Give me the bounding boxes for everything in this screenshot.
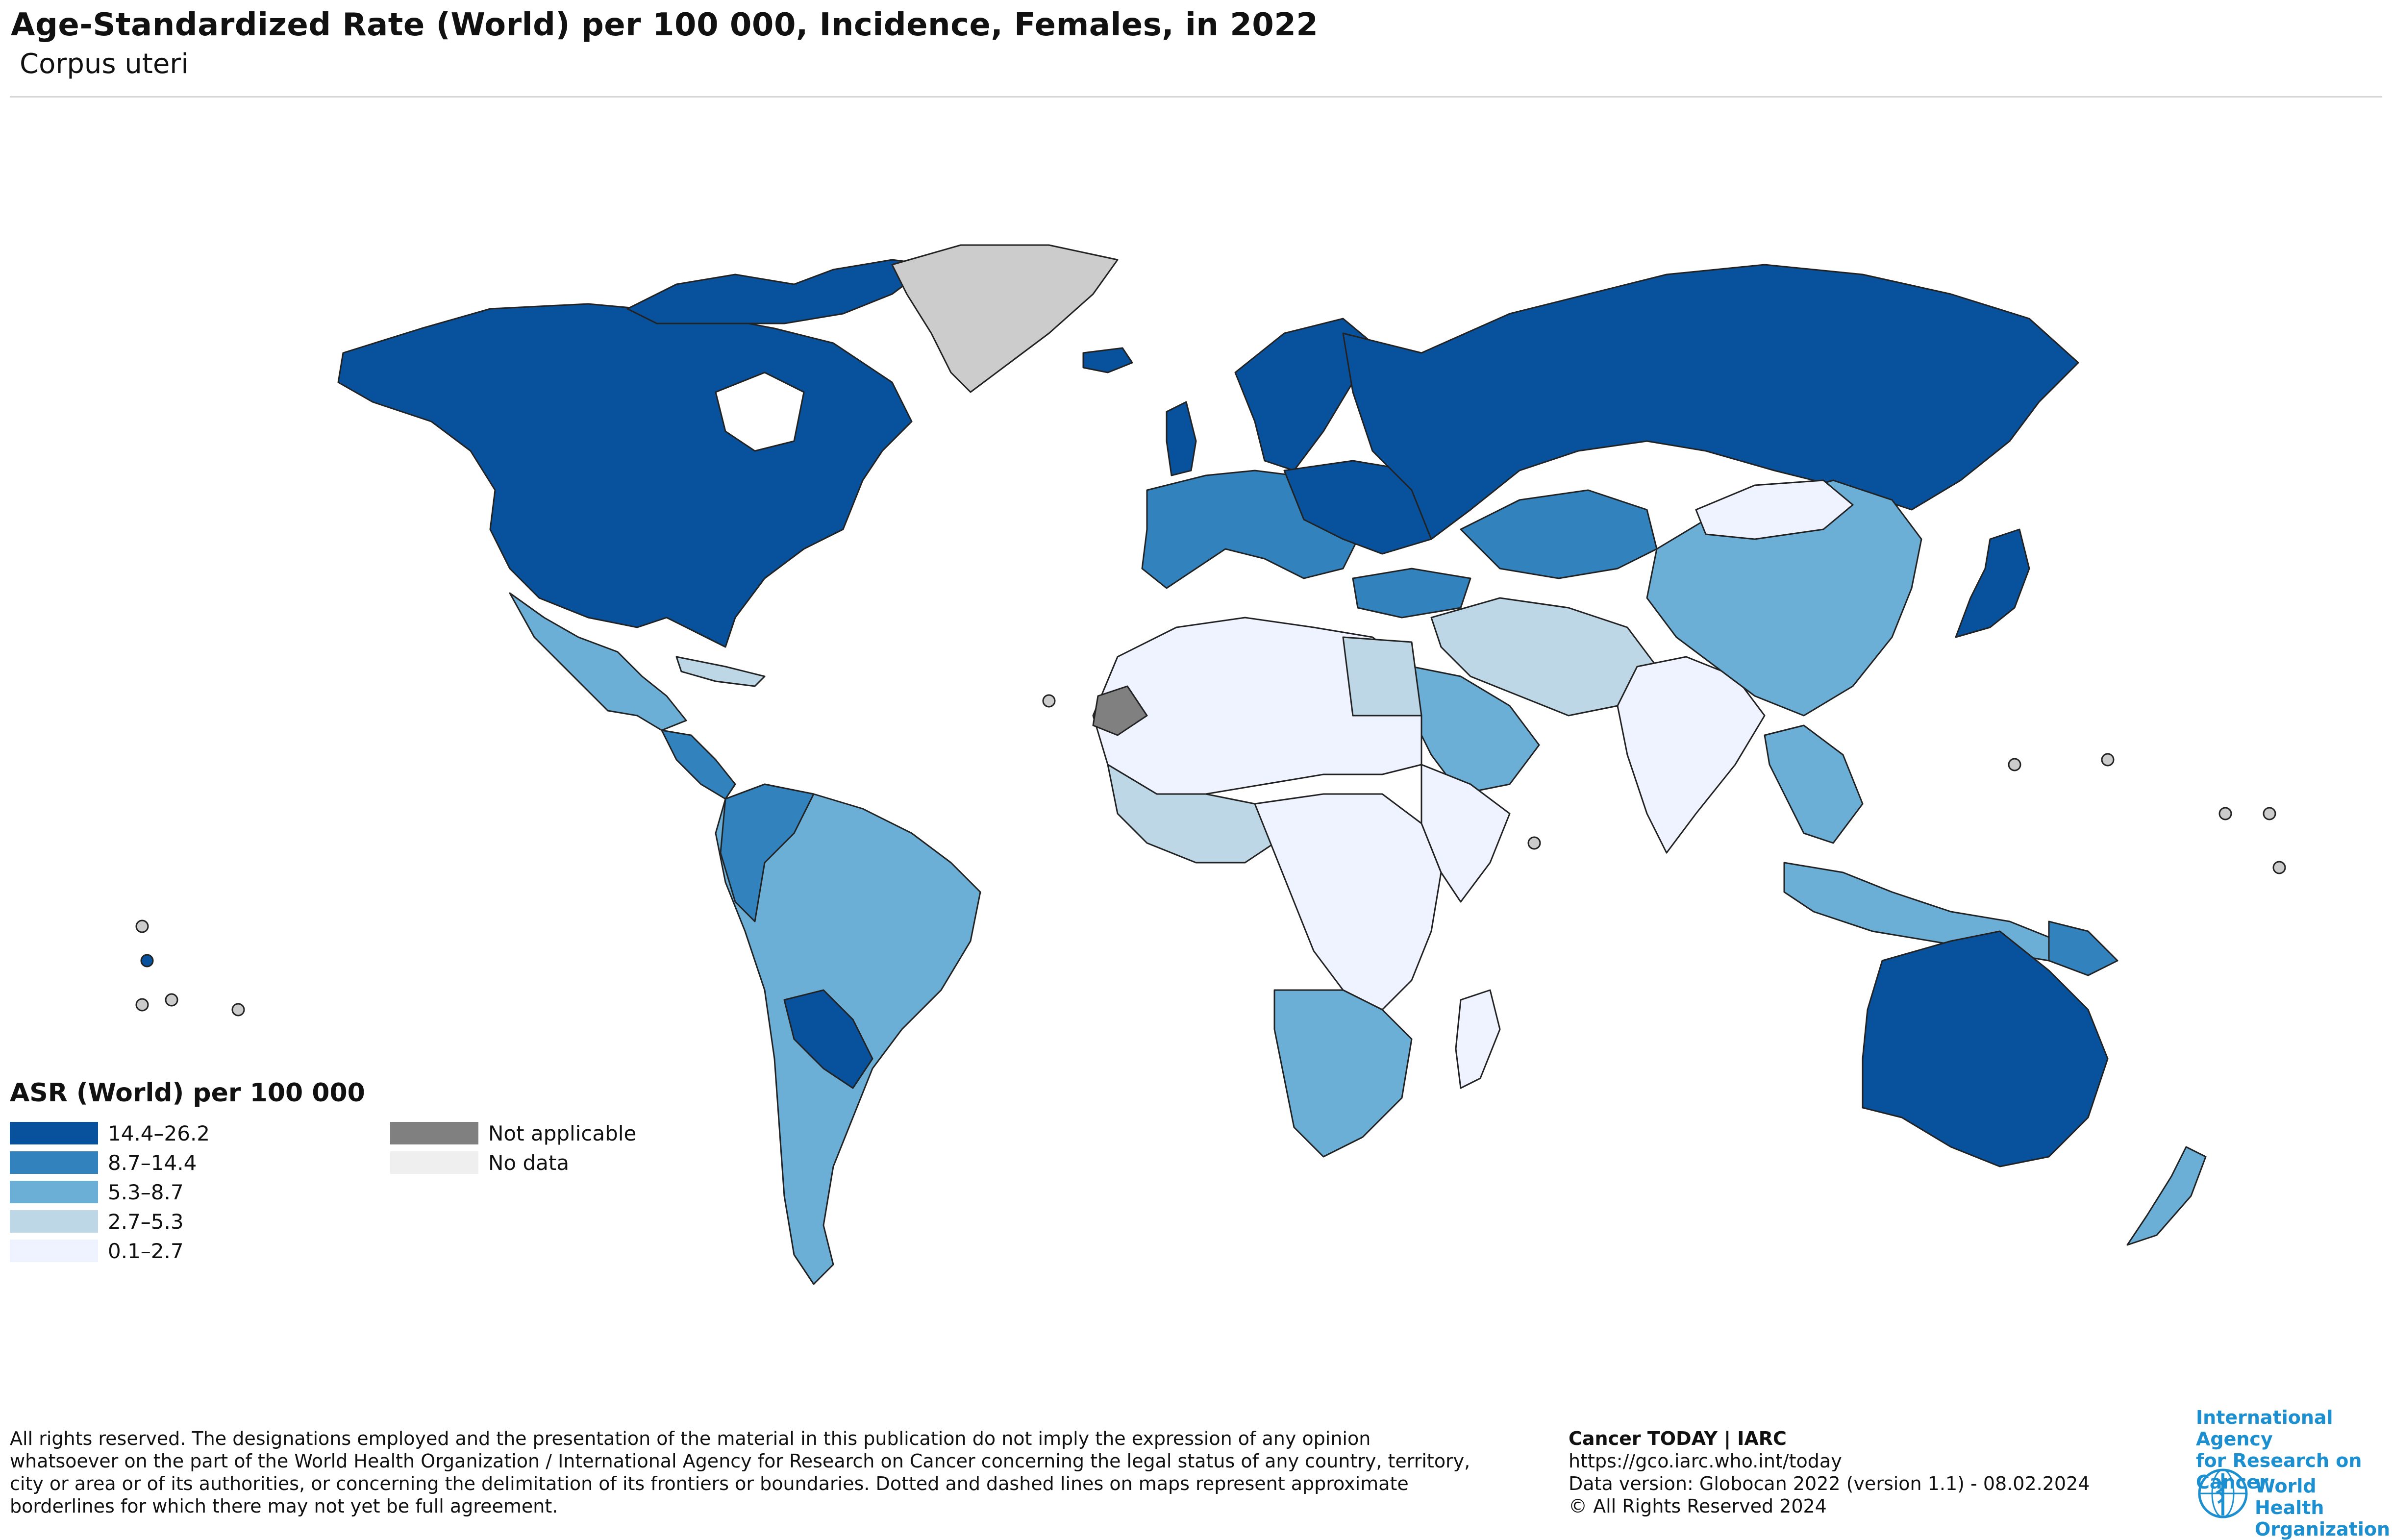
- legend-item: 0.1–2.7: [10, 1239, 373, 1263]
- region-central-africa[interactable]: [1254, 793, 1442, 1011]
- region-southeast-asia[interactable]: [1764, 724, 1864, 844]
- island-marker[interactable]: [2272, 861, 2286, 874]
- region-greenland[interactable]: [891, 244, 1119, 393]
- region-caribbean[interactable]: [675, 656, 766, 687]
- region-colombia-venezuela[interactable]: [720, 783, 815, 922]
- who-logo-line: Organization: [2255, 1518, 2391, 1540]
- legend-swatch: [10, 1240, 98, 1262]
- region-mexico[interactable]: [509, 592, 687, 731]
- region-turkey[interactable]: [1352, 568, 1471, 619]
- who-emblem-icon: [2198, 1468, 2248, 1518]
- legend-label: 5.3–8.7: [108, 1180, 184, 1204]
- legend-label: Not applicable: [488, 1121, 637, 1145]
- world-choropleth-map: [135, 244, 2286, 1285]
- region-west-africa[interactable]: [1107, 764, 1275, 864]
- iarc-logo-line: International Agency: [2196, 1407, 2333, 1450]
- region-russia[interactable]: [1342, 264, 2079, 540]
- legend-item: 2.7–5.3: [10, 1209, 373, 1234]
- region-north-america[interactable]: [337, 303, 913, 648]
- credits-block: Cancer TODAY | IARC https://gco.iarc.who…: [1569, 1427, 2090, 1517]
- legend-range-list: 14.4–26.2 8.7–14.4 5.3–8.7 2.7–5.3 0.1–2.7: [10, 1121, 373, 1263]
- island-marker[interactable]: [135, 919, 149, 933]
- legend-item: Not applicable: [390, 1121, 684, 1145]
- region-papua[interactable]: [2048, 920, 2118, 976]
- legend-label: 14.4–26.2: [108, 1121, 210, 1145]
- map-subtitle: Corpus uteri: [20, 48, 189, 80]
- region-western-sahara[interactable]: [1092, 685, 1148, 736]
- region-southern-africa[interactable]: [1273, 989, 1413, 1158]
- legend-other-list: Not applicable No data: [390, 1121, 684, 1263]
- legend-swatch: [10, 1210, 98, 1233]
- logo-block: International Agency for Research on Can…: [2196, 1407, 2392, 1540]
- copyright-text: © All Rights Reserved 2024: [1569, 1495, 1827, 1517]
- region-bolivia-paraguay[interactable]: [783, 989, 873, 1089]
- region-hudson-bay: [715, 372, 805, 452]
- source-url[interactable]: https://gco.iarc.who.int/today: [1569, 1450, 1842, 1472]
- legend-label: 2.7–5.3: [108, 1209, 184, 1234]
- legend-item: 14.4–26.2: [10, 1121, 373, 1145]
- legend-label: No data: [488, 1150, 570, 1175]
- island-marker[interactable]: [140, 954, 154, 968]
- legend-label: 0.1–2.7: [108, 1239, 184, 1263]
- island-marker[interactable]: [2263, 807, 2276, 820]
- legend-item: No data: [390, 1150, 684, 1175]
- disclaimer-text: All rights reserved. The designations em…: [10, 1428, 1470, 1517]
- region-madagascar[interactable]: [1455, 989, 1501, 1089]
- island-marker[interactable]: [2008, 758, 2021, 771]
- map-title: Age-Standardized Rate (World) per 100 00…: [11, 7, 1319, 43]
- region-uk[interactable]: [1166, 401, 1197, 476]
- region-iceland[interactable]: [1082, 347, 1133, 373]
- region-europe-nordic[interactable]: [1234, 318, 1373, 472]
- region-mongolia[interactable]: [1695, 479, 1854, 540]
- legend-title: ASR (World) per 100 000: [10, 1078, 365, 1108]
- region-new-zealand[interactable]: [2126, 1146, 2207, 1246]
- legend-swatch: [10, 1151, 98, 1174]
- who-logo-line: World Health: [2255, 1475, 2324, 1518]
- legend-swatch: [390, 1151, 478, 1174]
- island-marker[interactable]: [165, 993, 178, 1007]
- region-australia[interactable]: [1862, 930, 2109, 1167]
- island-marker[interactable]: [2101, 753, 2115, 767]
- legend-item: 5.3–8.7: [10, 1180, 373, 1204]
- region-east-africa[interactable]: [1420, 764, 1511, 903]
- who-logo-text: World Health Organization: [2255, 1475, 2392, 1540]
- region-japan[interactable]: [1955, 528, 2030, 638]
- legend-label: 8.7–14.4: [108, 1150, 197, 1175]
- legend-swatch: [10, 1181, 98, 1203]
- island-marker[interactable]: [2218, 807, 2232, 820]
- legend-item: 8.7–14.4: [10, 1150, 373, 1175]
- region-egypt[interactable]: [1342, 636, 1422, 717]
- legend-swatch: [390, 1122, 478, 1144]
- map-legend: ASR (World) per 100 000 14.4–26.2 8.7–14.…: [10, 1078, 684, 1263]
- island-marker[interactable]: [135, 998, 149, 1012]
- region-kazakhstan[interactable]: [1460, 489, 1658, 579]
- header-divider: [10, 96, 2382, 98]
- brand-name: Cancer TODAY | IARC: [1569, 1428, 1787, 1449]
- island-marker[interactable]: [1527, 836, 1541, 850]
- legend-swatch: [10, 1122, 98, 1144]
- region-central-america[interactable]: [661, 729, 736, 800]
- data-version: Data version: Globocan 2022 (version 1.1…: [1569, 1473, 2090, 1494]
- region-arctic-islands[interactable]: [626, 259, 932, 324]
- island-marker[interactable]: [231, 1003, 245, 1017]
- island-marker[interactable]: [1042, 694, 1056, 708]
